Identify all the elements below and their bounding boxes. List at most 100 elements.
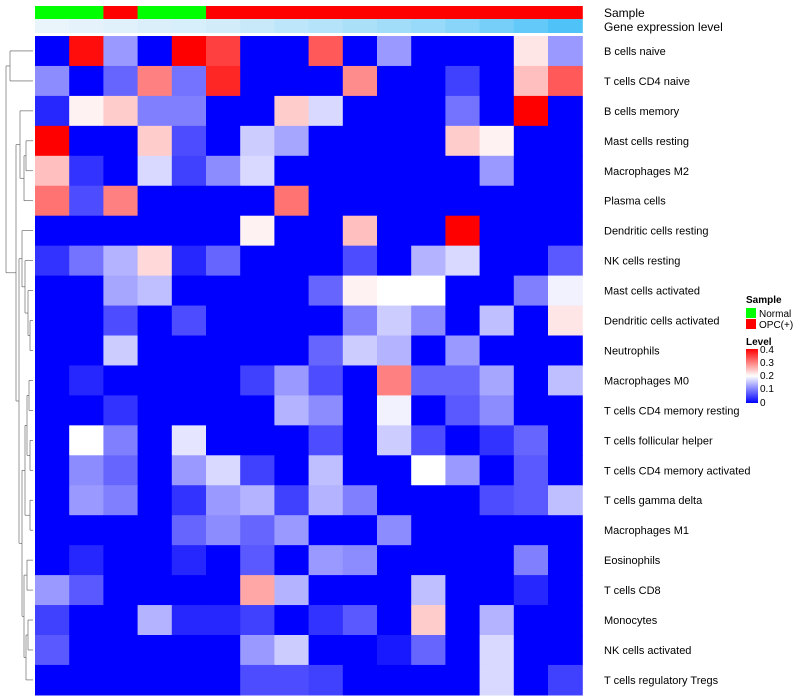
heatmap-cell (445, 245, 481, 277)
heatmap-cell (240, 455, 275, 486)
heatmap-cell (445, 395, 481, 426)
heatmap-cell (240, 95, 275, 127)
heatmap-cell (308, 455, 344, 486)
heatmap-cell (206, 305, 241, 337)
heatmap-cell (137, 305, 173, 337)
heatmap-cell (445, 575, 481, 606)
heatmap-cell (171, 65, 207, 97)
heatmap-cell (342, 215, 378, 247)
heatmap-cell (548, 545, 583, 576)
heatmap-cell (342, 485, 378, 516)
heatmap-cell (479, 485, 515, 516)
heatmap-cell (35, 155, 70, 187)
heatmap-cell (206, 605, 241, 636)
heatmap-cell (103, 215, 139, 247)
gene-expression-annotation-cell (479, 19, 515, 33)
row-label: NK cells activated (604, 645, 691, 657)
heatmap-cell (513, 305, 549, 337)
heatmap-cell (240, 515, 275, 546)
heatmap-cell (479, 215, 515, 247)
heatmap-cell (411, 125, 446, 157)
heatmap-cell (445, 485, 481, 516)
legend-sample-title: Sample (746, 295, 782, 306)
heatmap-cell (137, 365, 173, 396)
heatmap-cell (513, 365, 549, 396)
heatmap-cell (342, 275, 378, 307)
heatmap-cell (171, 95, 207, 127)
heatmap-cell (548, 455, 583, 486)
heatmap-cell (479, 635, 515, 666)
heatmap-cell (206, 485, 241, 516)
heatmap-cell (308, 185, 344, 217)
heatmap-cell (274, 185, 310, 217)
heatmap-cell (411, 545, 446, 576)
sample-annotation-cell (274, 6, 310, 19)
heatmap-cell (69, 425, 104, 456)
heatmap-cell (548, 65, 583, 97)
heatmap-cell (308, 305, 344, 337)
gene-expression-annotation-cell (308, 19, 344, 33)
row-label: T cells CD4 naive (604, 76, 690, 88)
heatmap-cell (445, 335, 481, 367)
heatmap-cell (308, 395, 344, 426)
legend-tick-03: 0.3 (760, 358, 774, 369)
heatmap-cell (548, 575, 583, 606)
heatmap-cell (103, 515, 139, 546)
heatmap-cell (411, 635, 446, 666)
heatmap-cell (445, 305, 481, 337)
heatmap-cell (411, 515, 446, 546)
heatmap-cell (513, 125, 549, 157)
heatmap-cell (137, 245, 173, 277)
heatmap-cell (548, 605, 583, 636)
heatmap-cell (69, 515, 104, 546)
heatmap-cell (513, 515, 549, 546)
heatmap-cell (479, 36, 515, 67)
gene-expression-annotation-cell (137, 19, 173, 33)
heatmap-cell (445, 605, 481, 636)
heatmap-cell (171, 425, 207, 456)
heatmap-cell (377, 605, 412, 636)
heatmap-cell (342, 185, 378, 217)
heatmap-cell (137, 155, 173, 187)
heatmap-cell (69, 125, 104, 157)
heatmap-cell (35, 305, 70, 337)
heatmap-cell (137, 185, 173, 217)
heatmap-cell (171, 455, 207, 486)
heatmap-cell (342, 155, 378, 187)
sample-annotation-cell (206, 6, 241, 19)
heatmap-cell (377, 95, 412, 127)
annotation-label-gene-expression: Gene expression level (604, 20, 723, 34)
heatmap-cell (171, 664, 207, 696)
heatmap-cell (171, 245, 207, 277)
heatmap-cell (240, 395, 275, 426)
heatmap-cell (137, 95, 173, 127)
annotation-label-sample: Sample (604, 6, 645, 20)
heatmap-cell (240, 65, 275, 97)
row-label: Mast cells resting (604, 136, 689, 148)
heatmap-cell (171, 185, 207, 217)
heatmap-cell (103, 125, 139, 157)
heatmap-cell (377, 125, 412, 157)
heatmap-cell (411, 185, 446, 217)
heatmap-cell (548, 635, 583, 666)
row-label: B cells naive (604, 46, 666, 58)
heatmap-cell (103, 275, 139, 307)
heatmap-cell (35, 485, 70, 516)
heatmap-cell (411, 365, 446, 396)
heatmap-cell (377, 664, 412, 696)
row-label: B cells memory (604, 106, 680, 118)
heatmap-cell (103, 455, 139, 486)
heatmap-cell (377, 455, 412, 486)
heatmap-cell (240, 485, 275, 516)
heatmap-cell (206, 275, 241, 307)
legend-tick-04: 0.4 (760, 345, 774, 356)
gene-expression-annotation-cell (342, 19, 378, 33)
heatmap-cell (103, 635, 139, 666)
heatmap-cell (206, 155, 241, 187)
heatmap-cell (206, 545, 241, 576)
sample-annotation-cell (171, 6, 207, 19)
heatmap-cell (342, 635, 378, 666)
heatmap-cell (342, 545, 378, 576)
heatmap-cell (411, 575, 446, 606)
heatmap-cell (274, 155, 310, 187)
